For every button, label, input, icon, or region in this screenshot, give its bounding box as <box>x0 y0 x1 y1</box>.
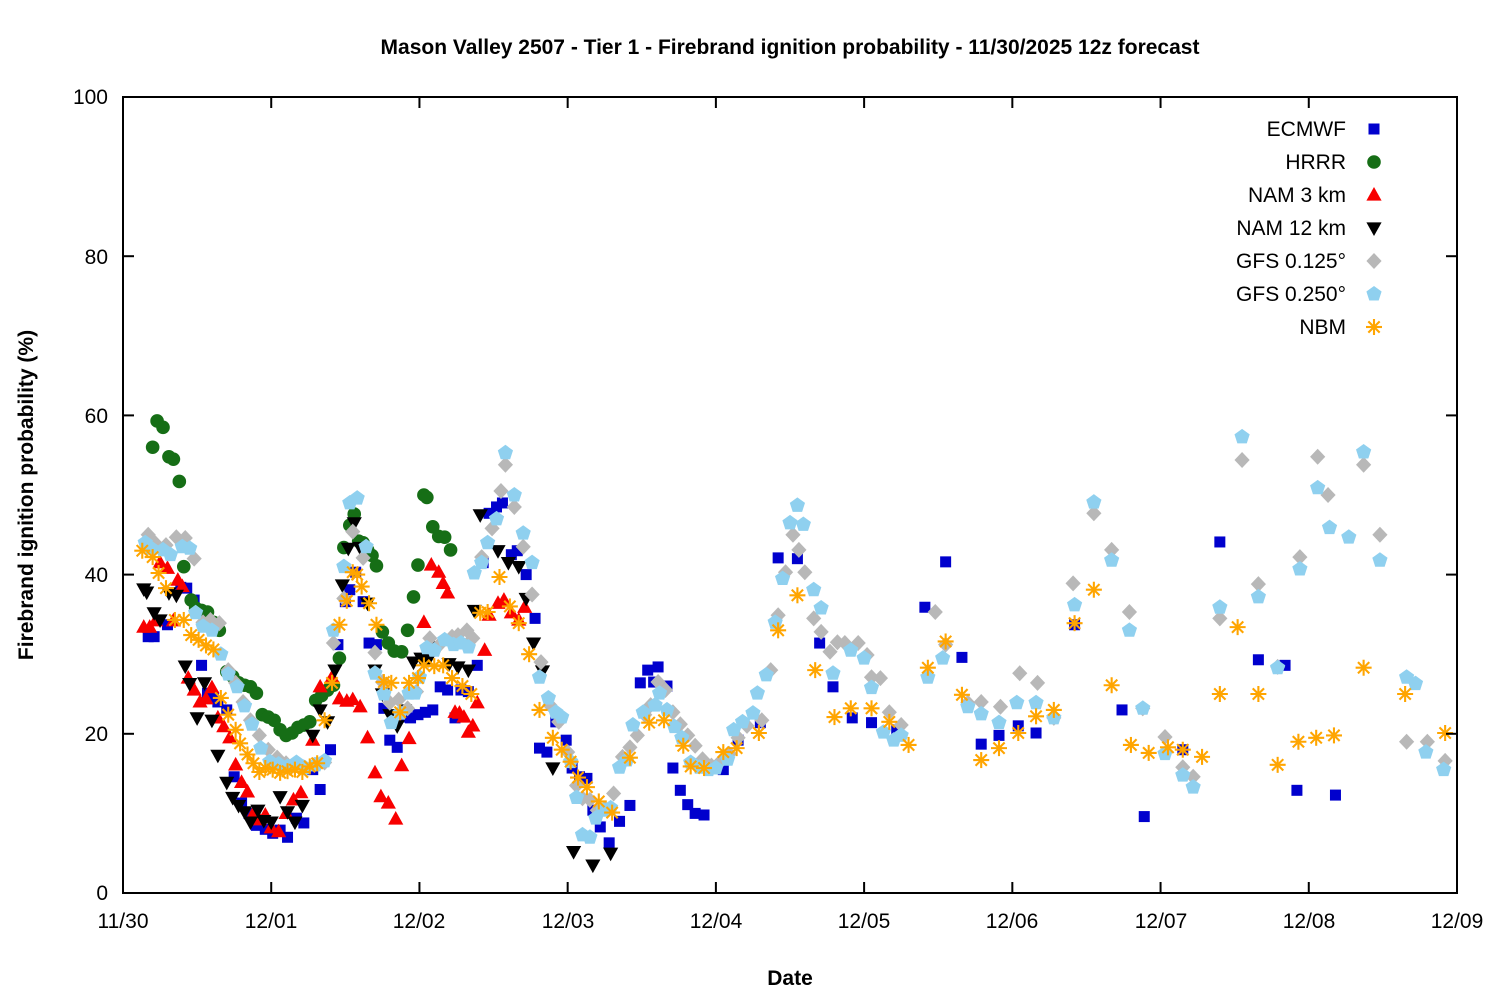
y-tick-label: 80 <box>85 246 108 269</box>
y-tick-label: 100 <box>73 86 108 109</box>
legend-label-nam12: NAM 12 km <box>1236 217 1346 240</box>
x-tick-label: 12/09 <box>1431 910 1484 933</box>
x-tick-label: 12/03 <box>542 910 595 933</box>
x-tick-label: 12/02 <box>393 910 446 933</box>
plot-border <box>122 96 1458 894</box>
y-tick-label: 20 <box>85 723 108 746</box>
x-tick-label: 12/05 <box>838 910 891 933</box>
y-axis-tick-labels: 0 20 40 60 80 100 <box>73 86 108 905</box>
legend-label-ecmwf: ECMWF <box>1267 118 1346 141</box>
x-tick-label: 12/01 <box>245 910 298 933</box>
x-tick-label: 12/08 <box>1283 910 1336 933</box>
x-axis-label: Date <box>767 967 813 990</box>
y-axis-label: Firebrand ignition probability (%) <box>15 330 38 660</box>
x-tick-label: 12/04 <box>690 910 743 933</box>
legend-label-hrrr: HRRR <box>1285 151 1346 174</box>
x-tick-label: 12/06 <box>986 910 1039 933</box>
x-tick-label: 12/07 <box>1135 910 1188 933</box>
legend-label-gfs125: GFS 0.125° <box>1236 250 1346 273</box>
series-gfs-0-250- <box>137 428 1452 844</box>
data-points <box>134 414 1454 874</box>
legend-label-gfs250: GFS 0.250° <box>1236 283 1346 306</box>
x-tick-label: 11/30 <box>98 910 149 933</box>
y-tick-label: 0 <box>96 882 108 905</box>
legend-label-nam3: NAM 3 km <box>1248 184 1346 207</box>
chart-title: Mason Valley 2507 - Tier 1 - Firebrand i… <box>381 36 1200 59</box>
x-axis-tick-labels: 11/30 12/01 12/02 12/03 12/04 12/05 12/0… <box>98 910 1484 933</box>
legend-label-nbm: NBM <box>1299 316 1346 339</box>
series-nbm <box>134 542 1454 821</box>
y-tick-label: 60 <box>85 405 108 428</box>
legend: ECMWF HRRR NAM 3 km NAM 12 km GFS 0.125°… <box>1236 118 1382 339</box>
series-ecmwf <box>142 497 1341 849</box>
y-tick-label: 40 <box>85 564 108 587</box>
legend-markers <box>1366 123 1382 335</box>
